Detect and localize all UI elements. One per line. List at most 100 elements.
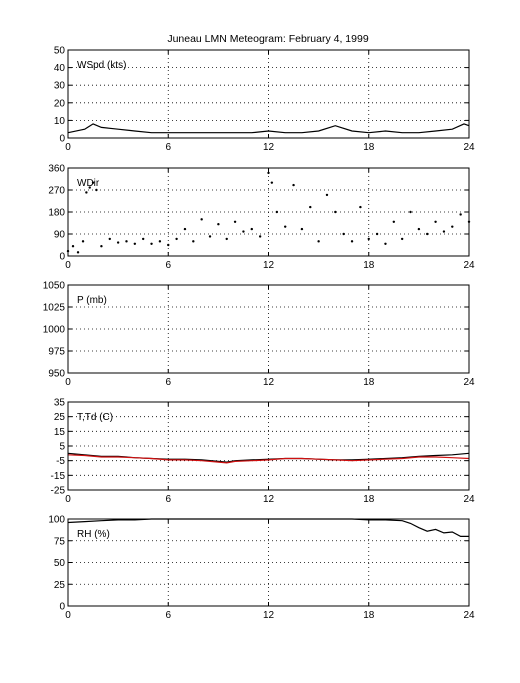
y-tick-label: 270 — [48, 186, 65, 197]
data-point — [300, 227, 304, 231]
data-point — [258, 235, 262, 238]
series-line-1 — [67, 454, 470, 464]
data-point — [250, 227, 253, 231]
data-point — [292, 183, 295, 187]
x-tick-label: 24 — [463, 494, 475, 505]
x-tick-label: 6 — [165, 260, 171, 271]
y-tick-label: 50 — [54, 46, 66, 57]
data-point — [217, 223, 220, 226]
y-tick-label: 180 — [48, 208, 65, 219]
x-tick-label: 12 — [263, 142, 275, 153]
panel-pressure: 0 6 12 18 24 950 975 1000 1025 1050 P (mb) — [43, 281, 475, 389]
data-point — [158, 240, 162, 243]
panel-label: WDir — [77, 178, 100, 189]
data-point — [284, 225, 287, 228]
x-tick-label: 24 — [463, 610, 475, 621]
x-tick-label: 0 — [65, 377, 71, 388]
data-point — [442, 230, 446, 233]
data-point — [392, 220, 396, 223]
data-point — [225, 237, 228, 241]
x-tick-label: 6 — [165, 494, 171, 505]
data-point — [200, 218, 203, 221]
x-tick-label: 0 — [65, 260, 71, 271]
data-point — [309, 205, 312, 209]
data-point — [342, 232, 345, 236]
panel-label: WSpd (kts) — [77, 60, 126, 71]
data-point — [417, 227, 421, 231]
y-tick-label: 360 — [48, 164, 65, 175]
panel-rh: 0 6 12 18 24 0 25 50 75 100 RH (%) — [48, 515, 475, 622]
y-tick-label: -5 — [56, 456, 65, 467]
data-point — [375, 232, 379, 236]
y-tick-label: 0 — [59, 252, 65, 263]
y-tick-label: 20 — [54, 98, 66, 109]
data-point — [367, 237, 370, 241]
data-point — [81, 240, 85, 243]
y-tick-label: 75 — [54, 536, 66, 547]
y-tick-label: 5 — [59, 442, 65, 453]
panel-label: P (mb) — [77, 295, 107, 306]
data-point — [426, 232, 429, 236]
y-tick-label: 1000 — [43, 325, 66, 336]
x-tick-label: 0 — [65, 610, 71, 621]
data-point — [233, 220, 237, 223]
data-point — [85, 191, 88, 194]
y-tick-label: 10 — [54, 116, 66, 127]
data-point — [242, 230, 245, 233]
y-tick-label: 950 — [48, 369, 65, 380]
data-point — [100, 245, 103, 248]
x-tick-label: 6 — [165, 377, 171, 388]
x-tick-label: 24 — [463, 377, 475, 388]
data-point — [434, 220, 437, 223]
data-point — [71, 245, 75, 248]
y-tick-label: 100 — [48, 515, 65, 526]
x-tick-label: 6 — [165, 610, 171, 621]
x-tick-label: 12 — [263, 610, 275, 621]
x-tick-label: 12 — [263, 377, 275, 388]
y-tick-label: 0 — [59, 602, 65, 613]
data-point — [133, 242, 137, 245]
data-point — [350, 240, 354, 243]
data-point — [400, 237, 404, 241]
series-line-0 — [67, 123, 470, 134]
data-point — [275, 210, 279, 214]
data-point — [76, 251, 80, 254]
y-tick-label: 50 — [54, 558, 66, 569]
y-tick-label: -15 — [51, 471, 66, 482]
data-point — [108, 237, 111, 241]
y-tick-label: 15 — [54, 427, 66, 438]
data-point — [325, 193, 329, 197]
data-point — [334, 210, 337, 214]
x-tick-label: 18 — [363, 610, 375, 621]
x-tick-label: 24 — [463, 142, 475, 153]
x-tick-label: 12 — [263, 494, 275, 505]
x-tick-label: 0 — [65, 142, 71, 153]
data-point — [150, 242, 153, 245]
panel-wspd: 0 6 12 18 24 0 10 20 30 40 50 WSpd (kts) — [54, 46, 475, 154]
y-tick-label: 1025 — [43, 303, 66, 314]
data-point — [317, 240, 320, 243]
data-point — [183, 227, 187, 231]
y-tick-label: 25 — [54, 412, 66, 423]
data-point — [384, 242, 387, 245]
panel-label: RH (%) — [77, 529, 110, 540]
x-tick-label: 18 — [363, 494, 375, 505]
panel-wdir: 0 6 12 18 24 0 90 180 270 360 WDir — [48, 164, 475, 272]
y-tick-label: 1050 — [43, 281, 66, 292]
data-point — [88, 186, 91, 189]
x-tick-label: 6 — [165, 142, 171, 153]
x-tick-label: 18 — [363, 377, 375, 388]
x-tick-label: 18 — [363, 142, 375, 153]
y-tick-label: 975 — [48, 347, 65, 358]
data-point — [270, 181, 274, 184]
data-point — [359, 205, 362, 209]
data-point — [116, 241, 120, 244]
y-tick-label: 90 — [54, 230, 66, 241]
data-point — [459, 213, 462, 216]
y-tick-label: -25 — [51, 486, 66, 497]
data-point — [95, 188, 98, 192]
figure-title: Juneau LMN Meteogram: February 4, 1999 — [167, 33, 369, 45]
